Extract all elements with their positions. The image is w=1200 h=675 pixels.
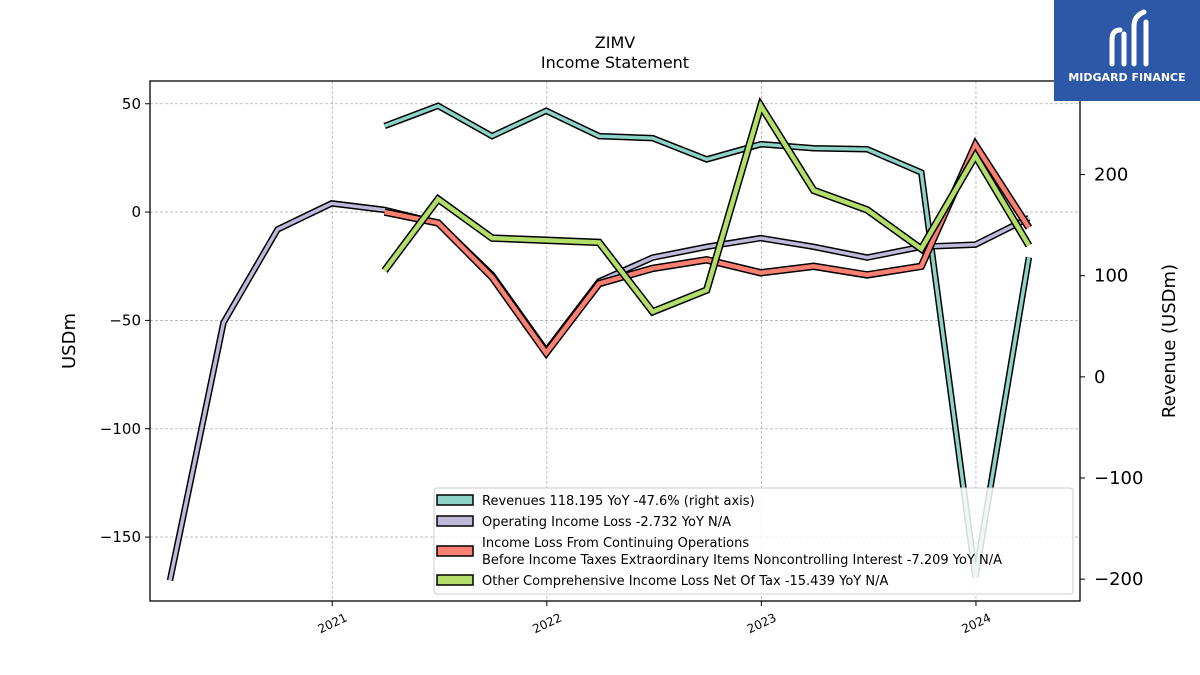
left-tick-label: 50 — [122, 95, 141, 113]
legend-label: Other Comprehensive Income Loss Net Of T… — [482, 574, 888, 589]
x-tick-label: 2022 — [530, 611, 564, 637]
legend: Revenues 118.195 YoY -47.6% (right axis)… — [433, 487, 1074, 595]
left-tick-label: −100 — [100, 420, 141, 438]
legend-label: Operating Income Loss -2.732 YoY N/A — [482, 515, 731, 530]
legend-swatch — [436, 574, 474, 586]
series-line-3 — [383, 137, 1033, 360]
left-y-ticks: 50 0 −50 −100 −150 — [100, 95, 150, 546]
series-stroke — [382, 100, 1031, 315]
right-tick-label: −200 — [1094, 569, 1143, 590]
legend-box — [433, 487, 1074, 595]
legend-label: Before Income Taxes Extraordinary Items … — [482, 553, 1002, 568]
right-tick-label: 0 — [1094, 367, 1105, 388]
right-y-ticks: 200 100 0 −100 −200 — [1080, 165, 1143, 590]
x-tick-label: 2021 — [316, 611, 350, 637]
series-stroke — [384, 140, 1031, 357]
legend-swatch — [436, 545, 474, 557]
plot-frame — [149, 80, 1081, 602]
x-tick-label: 2023 — [745, 611, 779, 637]
legend-swatch — [436, 494, 474, 506]
series-line-1 — [383, 102, 1033, 578]
left-axis-label: USDm — [59, 313, 80, 369]
right-tick-label: 200 — [1094, 165, 1128, 186]
right-tick-label: 100 — [1094, 266, 1128, 287]
right-axis-label: Revenue (USDm) — [1159, 264, 1180, 418]
midgard-finance-logo: MIDGARD FINANCE — [1054, 0, 1200, 101]
chart-subtitle: Income Statement — [541, 53, 689, 72]
left-tick-label: −50 — [109, 311, 141, 329]
legend-label: Revenues 118.195 YoY -47.6% (right axis) — [482, 494, 755, 509]
chart-title: ZIMV — [595, 33, 635, 52]
series-line-4 — [381, 96, 1033, 317]
legend-swatch — [436, 515, 474, 527]
series-stroke — [383, 103, 1031, 578]
right-tick-label: −100 — [1094, 468, 1143, 489]
legend-label: Income Loss From Continuing Operations — [482, 536, 749, 551]
x-tick-label: 2024 — [959, 611, 993, 637]
left-tick-label: −150 — [100, 528, 141, 546]
logo-text: MIDGARD FINANCE — [1068, 71, 1186, 84]
plot-lines — [166, 96, 1033, 582]
logo-mark-icon — [1109, 9, 1149, 67]
left-tick-label: 0 — [131, 203, 141, 221]
x-ticks: 2021 2022 2023 2024 — [316, 601, 993, 636]
series-outline — [381, 96, 1033, 317]
